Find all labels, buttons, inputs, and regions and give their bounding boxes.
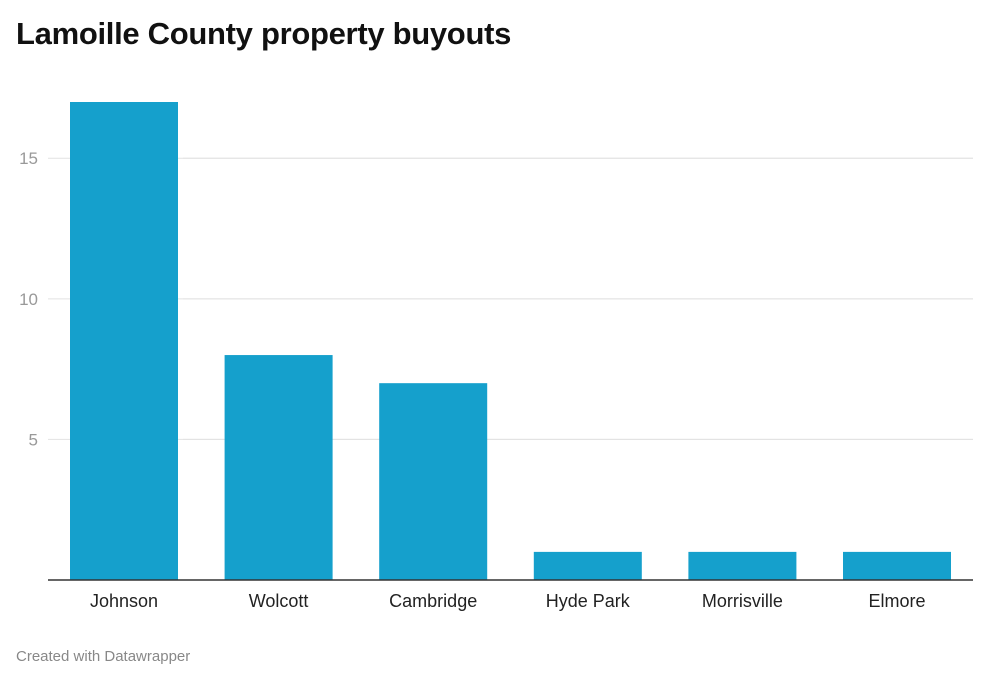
- bar-wolcott: [224, 355, 333, 580]
- y-tick-label: 15: [19, 149, 38, 168]
- y-tick-label: 10: [19, 290, 38, 309]
- chart-title: Lamoille County property buyouts: [16, 16, 512, 51]
- bar-chart: 5 10 15 Johnson Wolcott Cambridge Hyde Park Mor…: [19, 102, 973, 611]
- credit-footer: Created with Datawrapper: [16, 648, 191, 665]
- x-tick-label: Elmore: [868, 591, 925, 611]
- bar-johnson: [70, 102, 178, 580]
- bar-cambridge: [379, 383, 488, 580]
- x-tick-label: Morrisville: [702, 591, 783, 611]
- bar-morrisville: [688, 551, 797, 580]
- x-tick-label: Hyde Park: [546, 591, 631, 611]
- bar-elmore: [843, 551, 951, 580]
- x-tick-label: Johnson: [90, 591, 158, 611]
- x-tick-label: Cambridge: [389, 591, 477, 611]
- y-tick-label: 5: [29, 430, 38, 449]
- x-tick-label: Wolcott: [249, 591, 309, 611]
- bar-hyde-park: [533, 551, 642, 580]
